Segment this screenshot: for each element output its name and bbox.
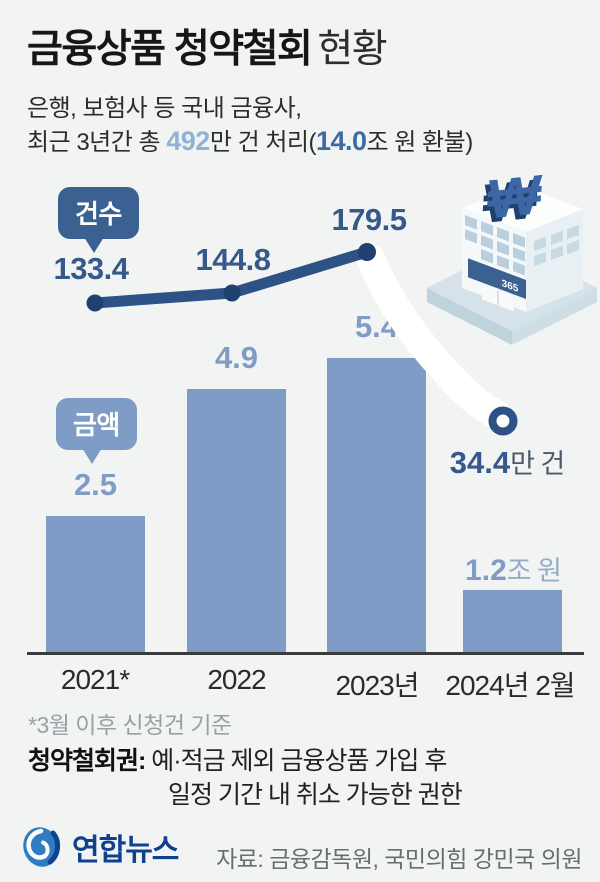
- line-value-2022: 144.8: [195, 242, 271, 277]
- total-refund-highlight: 14.0: [315, 126, 367, 156]
- subtitle: 은행, 보험사 등 국내 금융사, 최근 3년간 총 492만 건 처리(14.…: [27, 92, 473, 159]
- yonhap-logo-text: 연합뉴스: [72, 834, 179, 867]
- amount-last-number: 1.2: [465, 554, 507, 587]
- source-credit: 자료: 금융감독원, 국민의힘 강민국 의원: [216, 846, 582, 872]
- definition-text2: 일정 기간 내 취소 가능한 권한: [168, 781, 463, 809]
- definition-block: 청약철회권: 예·적금 제외 금융상품 가입 후 일정 기간 내 취소 가능한 …: [28, 744, 463, 812]
- amount-legend-bubble: 금액: [56, 398, 137, 464]
- bar-2022: [187, 389, 286, 653]
- line-dot-2023: [358, 243, 376, 261]
- bar-2024: [463, 590, 562, 653]
- count-last-number: 34.4: [449, 445, 511, 480]
- platform-side-right: [512, 288, 597, 345]
- title-light: 현황: [317, 28, 387, 71]
- bar-value-2023: 5.4: [354, 309, 399, 344]
- count-2024-open-marker: [488, 406, 518, 436]
- x-axis-label-2021: 2021*: [60, 664, 130, 695]
- line-value-2024: 34.4만 건: [428, 442, 586, 481]
- won-sign-icon: ₩ ₩: [481, 163, 544, 235]
- footnote: *3월 이후 신청건 기준: [28, 712, 232, 738]
- definition-line1: 청약철회권: 예·적금 제외 금융상품 가입 후: [28, 744, 462, 778]
- subtitle-line2-mid: 만 건 처리(: [209, 129, 317, 156]
- title-bold: 금융상품 청약철회: [27, 28, 313, 71]
- definition-text1: 예·적금 제외 금융상품 가입 후: [145, 747, 447, 775]
- yonhap-logo-icon: [23, 827, 60, 867]
- line-dot-2021: [86, 294, 104, 312]
- line-value-2021: 133.4: [53, 251, 129, 286]
- bank-building-icon: 365 ₩ ₩: [427, 163, 597, 345]
- line-value-2023: 179.5: [331, 202, 407, 237]
- bar-2021: [46, 516, 145, 653]
- count-last-suffix: 만 건: [510, 449, 565, 479]
- bar-value-2024: 1.2조 원: [440, 549, 586, 588]
- bar-2023: [327, 358, 426, 653]
- count-legend-bubble: 건수: [58, 187, 139, 253]
- total-count-highlight: 492: [166, 126, 210, 156]
- won-front: ₩: [485, 163, 544, 231]
- subtitle-line1: 은행, 보험사 등 국내 금융사,: [27, 95, 302, 122]
- bar-value-2022: 4.9: [214, 340, 259, 375]
- yonhap-brand: 연합뉴스: [18, 824, 179, 870]
- amount-last-suffix: 조 원: [506, 556, 562, 586]
- subtitle-line2: 최근 3년간 총 492만 건 처리(14.0조 원 환불): [27, 125, 473, 159]
- side-windows: [534, 224, 579, 267]
- line-dot-2022: [223, 284, 241, 302]
- x-axis-label-2024: 2024년 2월: [445, 670, 575, 701]
- x-axis-baseline: [27, 652, 584, 655]
- x-axis-label-2023: 2023년: [335, 670, 419, 701]
- subtitle-line2-post: 조 원 환불): [366, 129, 474, 156]
- roof: [462, 185, 583, 232]
- x-axis-label-2022: 2022: [207, 664, 266, 695]
- definition-term: 청약철회권:: [28, 747, 146, 775]
- page-title: 금융상품 청약철회 현황: [27, 18, 388, 74]
- won-shadow: ₩: [481, 167, 540, 235]
- bar-value-2021: 2.5: [73, 467, 118, 502]
- subtitle-line2-pre: 최근 3년간 총: [27, 129, 167, 156]
